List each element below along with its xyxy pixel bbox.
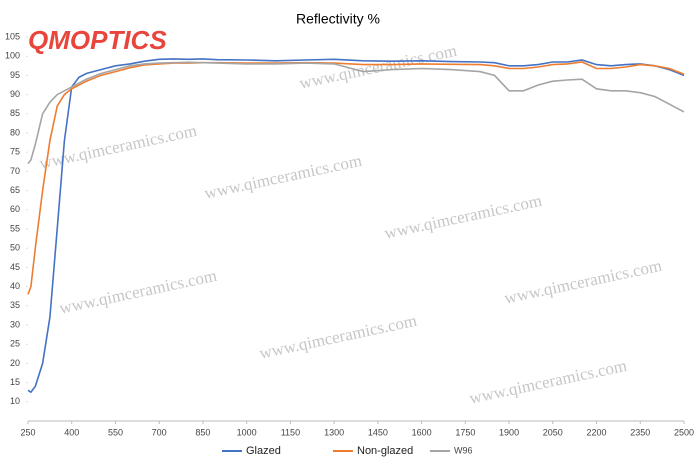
x-tick-label: 1750 (455, 427, 475, 437)
y-tick-label: 45 (10, 262, 20, 272)
y-tick-label: 70 (10, 166, 20, 176)
watermark: www.qimceramics.com (503, 256, 664, 308)
y-tick-label: 100 (5, 51, 20, 61)
y-tick-label: 50 (10, 243, 20, 253)
x-tick-label: 2500 (674, 427, 694, 437)
x-tick-label: 1300 (324, 427, 344, 437)
x-tick-label: 850 (195, 427, 210, 437)
watermark: www.qimceramics.com (258, 311, 419, 363)
y-tick-label: 80 (10, 127, 20, 137)
y-tick-label: 10 (10, 396, 20, 406)
y-tick-label: 35 (10, 300, 20, 310)
watermark: www.qimceramics.com (58, 266, 219, 318)
x-tick-label: 1150 (281, 427, 300, 437)
y-tick-label: 85 (10, 108, 20, 118)
series-line (27, 61, 685, 165)
y-tick-label: 15 (10, 377, 20, 387)
x-tick-label: 700 (152, 427, 167, 437)
x-tick-label: 2350 (630, 427, 650, 437)
series-line (27, 61, 685, 295)
legend-label: Non-glazed (357, 445, 413, 457)
y-tick-label: 105 (5, 31, 20, 41)
y-tick-label: 90 (10, 89, 20, 99)
x-tick-label: 2200 (587, 427, 607, 437)
x-tick-label: 1600 (412, 427, 432, 437)
legend-label: W96 (454, 445, 473, 455)
y-tick-label: 95 (10, 70, 20, 80)
series-line (27, 58, 685, 394)
y-tick-label: 30 (10, 319, 20, 329)
x-tick-label: 1900 (499, 427, 519, 437)
legend-label: Glazed (246, 445, 281, 457)
y-tick-label: 20 (10, 358, 20, 368)
y-tick-label: 25 (10, 339, 20, 349)
y-tick-label: 40 (10, 281, 20, 291)
watermark: www.qimceramics.com (298, 41, 459, 93)
watermark: www.qimceramics.com (383, 191, 544, 243)
y-tick-label: 55 (10, 223, 20, 233)
y-tick-label: 65 (10, 185, 20, 195)
y-tick-label: 60 (10, 204, 20, 214)
watermark: www.qimceramics.com (468, 356, 629, 408)
x-tick-label: 2050 (543, 427, 563, 437)
x-tick-label: 250 (20, 427, 35, 437)
x-tick-label: 1000 (237, 427, 257, 437)
y-tick-label: 75 (10, 147, 20, 157)
watermark: www.qimceramics.com (203, 151, 364, 203)
x-tick-label: 1450 (368, 427, 388, 437)
x-tick-label: 400 (64, 427, 79, 437)
x-tick-label: 550 (108, 427, 123, 437)
chart-title: Reflectivity % (296, 11, 380, 27)
logo: QMOPTICS (28, 25, 167, 55)
